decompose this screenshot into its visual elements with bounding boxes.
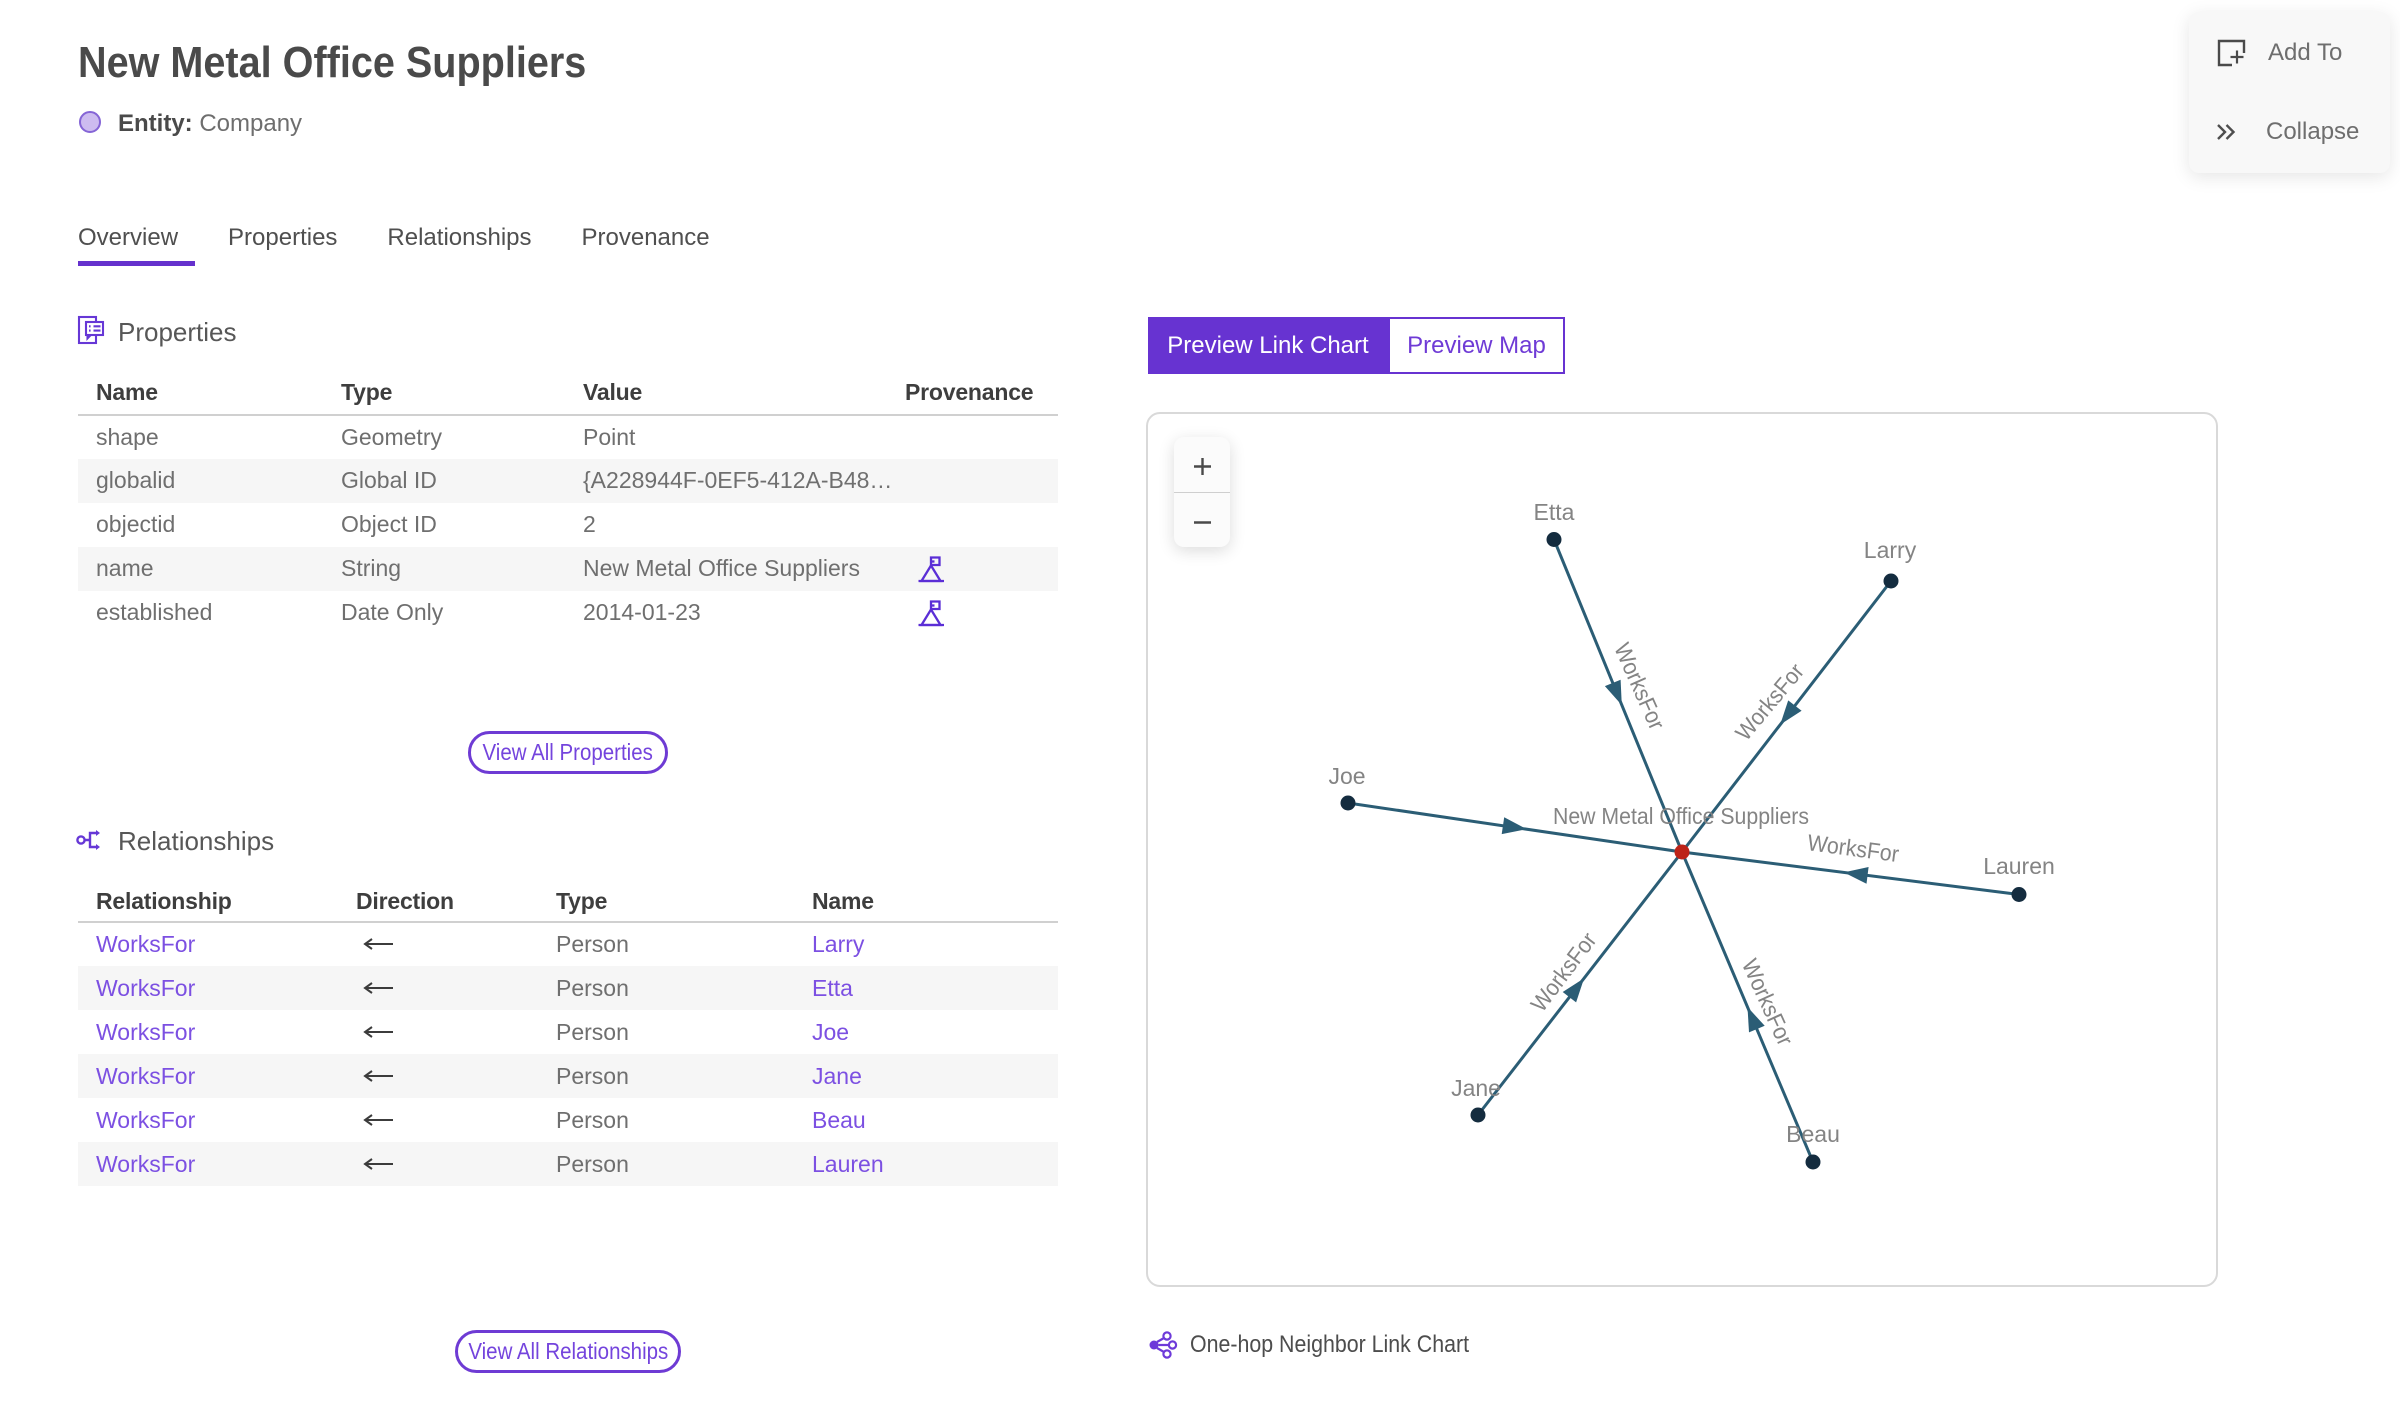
svg-text:Joe: Joe: [1328, 763, 1365, 789]
svg-text:Beau: Beau: [1786, 1121, 1840, 1147]
svg-text:New Metal Office Suppliers: New Metal Office Suppliers: [1553, 803, 1809, 829]
svg-text:Lauren: Lauren: [1983, 853, 2055, 879]
svg-text:WorksFor: WorksFor: [1806, 829, 1901, 867]
svg-text:Etta: Etta: [1534, 499, 1575, 525]
svg-text:Larry: Larry: [1864, 537, 1917, 563]
svg-text:Jane: Jane: [1451, 1075, 1501, 1101]
